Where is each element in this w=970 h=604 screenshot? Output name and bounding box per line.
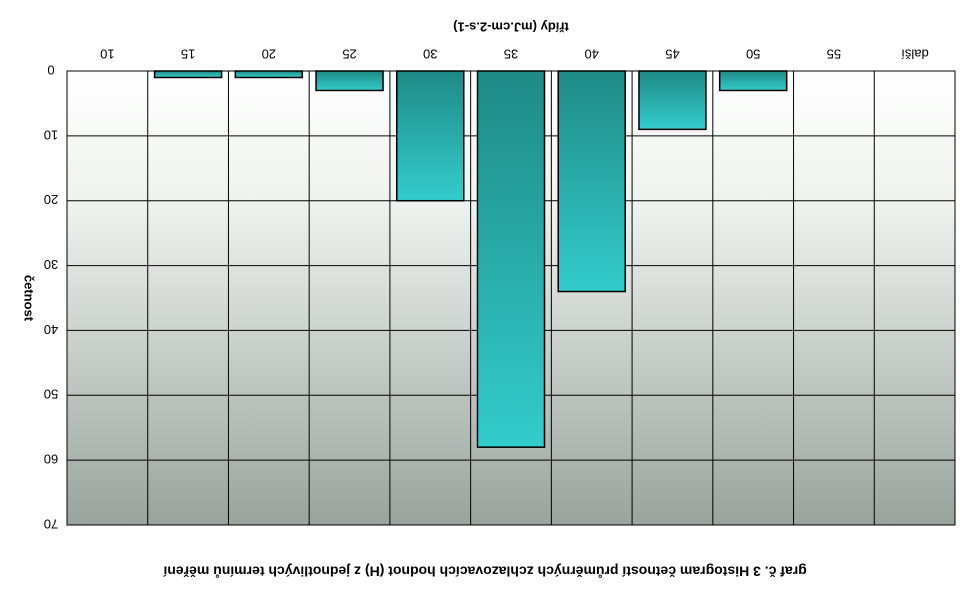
bar-25: [315, 70, 384, 92]
x-tick-label: 40: [584, 46, 598, 61]
x-tick-label: 15: [181, 46, 195, 61]
x-tick-label: 10: [100, 46, 114, 61]
y-tick-label: 10: [44, 127, 58, 142]
bar-15: [153, 70, 223, 79]
x-tick-label: 20: [262, 46, 276, 61]
x-tick-label: 25: [342, 46, 356, 61]
bar-50: [718, 70, 788, 92]
x-tick-label: 50: [746, 46, 760, 61]
x-tick-label: další: [901, 46, 929, 61]
x-tick-labels: 10 15 20 25 30 35 40 45 50 55 další: [100, 46, 929, 61]
x-tick-label: 35: [504, 46, 518, 61]
bar-20: [234, 70, 304, 79]
y-tick-label: 70: [44, 516, 58, 531]
y-tick-label: 60: [44, 452, 58, 467]
chart-title: graf č. 3 Histogram četností průměrných …: [162, 564, 806, 580]
x-tick-label: 55: [827, 46, 841, 61]
y-tick-label: 0: [47, 62, 54, 77]
gridlines: [67, 71, 955, 525]
y-tick-label: 20: [44, 192, 58, 207]
y-tick-label: 30: [44, 257, 58, 272]
x-tick-label: 45: [665, 46, 679, 61]
bars: [153, 70, 788, 448]
x-axis-label: třídy (mJ.cm-2.s-1): [453, 19, 569, 34]
y-tick-label: 40: [44, 322, 58, 337]
bar-35: [476, 70, 546, 448]
y-tick-label: 50: [44, 387, 58, 402]
bar-40: [557, 70, 626, 293]
bar-30: [396, 70, 465, 202]
x-tick-label: 30: [423, 46, 437, 61]
y-tick-labels: 0 10 20 30 40 50 60 70: [44, 62, 58, 531]
bar-45: [638, 70, 707, 131]
y-axis-label: četnost: [22, 275, 37, 322]
